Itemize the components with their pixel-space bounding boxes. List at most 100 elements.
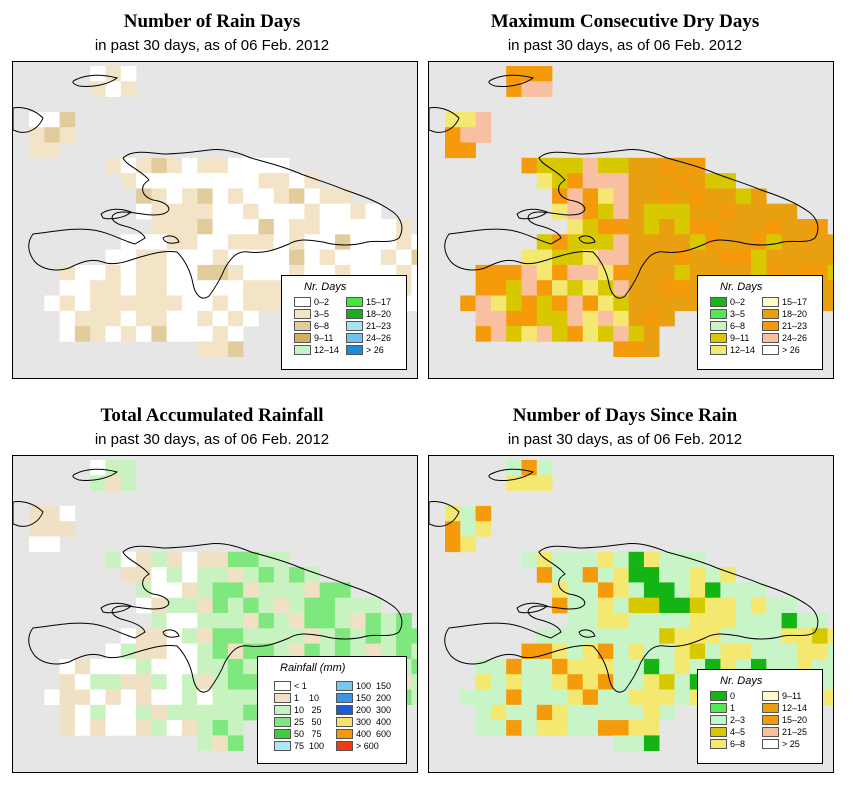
grid-cell [827, 295, 833, 312]
legend-swatch [294, 345, 311, 355]
legend-swatch [336, 705, 353, 715]
grid-cell [628, 689, 645, 706]
panel-title: Number of Days Since Rain [512, 405, 738, 426]
grid-cell [628, 613, 645, 629]
grid-cell [59, 326, 76, 342]
grid-cell [536, 720, 553, 736]
grid-cell [411, 674, 417, 690]
grid-cell [812, 628, 828, 644]
grid-cell [628, 234, 645, 250]
grid-cell [521, 264, 538, 281]
grid-cell [751, 613, 767, 629]
grid-cell [521, 551, 538, 568]
grid-cell [659, 582, 675, 598]
grid-cell [628, 582, 645, 598]
grid-cell [182, 280, 198, 296]
grid-cell [735, 219, 752, 235]
grid-cell [304, 582, 320, 598]
grid-cell [506, 264, 522, 281]
grid-cell [182, 720, 198, 736]
grid-cell [720, 613, 736, 629]
grid-cell [720, 219, 736, 235]
grid-cell [490, 674, 507, 690]
grid-cell [490, 295, 507, 312]
grid-cell [689, 613, 706, 629]
grid-cell [705, 188, 721, 204]
grid-cell [582, 219, 599, 235]
grid-cell [628, 720, 645, 736]
grid-cell [335, 597, 351, 614]
grid-cell [182, 295, 198, 312]
grid-cell [643, 341, 660, 357]
grid-cell [582, 551, 599, 568]
grid-cell [643, 188, 660, 204]
grid-cell [151, 613, 167, 629]
map-rain-days: Nr. Days 0–2 3–5 6–8 9–11 12–14 15–17 18–20 21–2… [12, 61, 418, 379]
grid-cell [506, 295, 522, 312]
grid-cell [735, 613, 752, 629]
legend-swatch [346, 297, 363, 307]
coastline-path [72, 468, 119, 481]
grid-cell [766, 203, 782, 220]
grid-cell [674, 188, 691, 204]
grid-cell [212, 551, 229, 568]
grid-cell [90, 704, 106, 721]
grid-cell [136, 264, 152, 281]
grid-cell [751, 219, 767, 235]
grid-cell [227, 735, 244, 751]
grid-cell [705, 613, 721, 629]
grid-cell [827, 234, 833, 250]
grid-cell [598, 582, 614, 598]
grid-cell [105, 326, 122, 342]
grid-cell [90, 66, 106, 82]
grid-cell [812, 249, 828, 266]
grid-cell [136, 689, 152, 706]
grid-cell [365, 643, 382, 660]
legend-swatch [762, 333, 779, 343]
legend-label: 10 25 [294, 705, 322, 715]
grid-cell [289, 613, 305, 629]
grid-cell [659, 203, 675, 220]
legend-title: Rainfall (mm) [280, 662, 346, 674]
legend-swatch [762, 309, 779, 319]
legend-label: 9–11 [314, 333, 334, 343]
grid-cell [643, 551, 660, 568]
grid-cell [475, 704, 492, 721]
grid-cell [643, 173, 660, 189]
coastline-path [162, 235, 180, 244]
grid-cell [613, 280, 629, 296]
grid-cell [628, 341, 645, 357]
grid-cell [151, 674, 167, 690]
grid-cell [506, 460, 522, 476]
grid-cell [90, 720, 106, 736]
grid-cell [29, 142, 45, 159]
grid-cell [643, 234, 660, 250]
grid-cell [197, 735, 213, 751]
grid-cell [659, 567, 675, 583]
grid-cell [735, 628, 752, 644]
grid-cell [105, 704, 122, 721]
grid-cell [643, 326, 660, 342]
grid-cell [674, 219, 691, 235]
legend-swatch [710, 321, 727, 331]
grid-cell [304, 219, 320, 235]
grid-cell [567, 219, 583, 235]
grid-cell [105, 551, 122, 568]
grid-cell [613, 326, 629, 342]
grid-cell [197, 643, 213, 660]
grid-cell [598, 720, 614, 736]
legend-swatch [336, 741, 353, 751]
grid-cell [613, 658, 629, 675]
grid-cell [350, 613, 366, 629]
grid-cell [460, 111, 476, 128]
grid-cell [59, 674, 76, 690]
coastline-path [488, 468, 535, 481]
grid-cell [567, 173, 583, 189]
grid-cell [659, 295, 675, 312]
grid-cell [720, 628, 736, 644]
grid-cell [643, 674, 660, 690]
grid-cell [521, 249, 538, 266]
grid-cell [674, 264, 691, 281]
grid-cell [735, 188, 752, 204]
grid-cell [258, 157, 275, 174]
